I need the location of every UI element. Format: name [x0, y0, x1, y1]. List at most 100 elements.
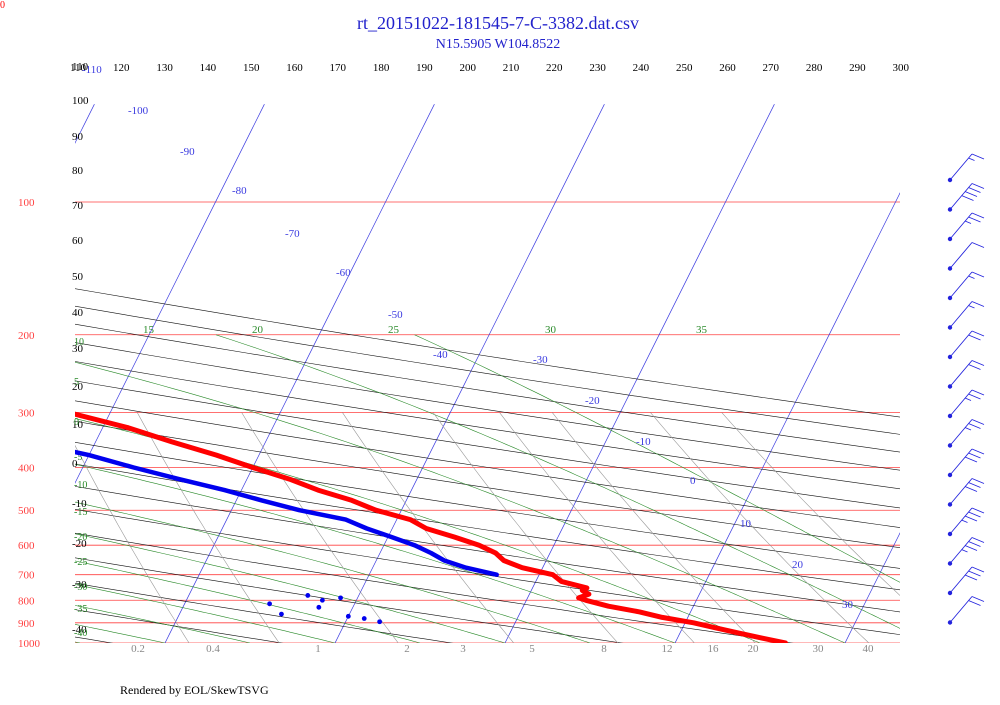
- height-tick-label: 40: [72, 307, 84, 319]
- height-tick-label: -20: [72, 538, 87, 550]
- dry-adiabat: [75, 305, 900, 435]
- height-tick-label: 100: [72, 95, 89, 107]
- dewpoint-point: [316, 604, 322, 610]
- wind-barb-staff: [949, 596, 973, 623]
- wind-barb-staff: [949, 330, 973, 358]
- dry-adiabat: [75, 557, 624, 643]
- moist-adiabat: [75, 605, 251, 643]
- theta-tick-label: 230: [589, 62, 606, 74]
- theta-tick-label: 170: [330, 62, 347, 74]
- moist-tick-label: 35: [696, 324, 708, 336]
- sounding-series: [3, 411, 788, 643]
- isotherm-line: [334, 104, 605, 643]
- wind-barb-flag: [968, 334, 981, 341]
- wind-barb: [947, 153, 985, 183]
- wind-barb-flag: [968, 452, 981, 459]
- wind-barb-flag: [971, 419, 985, 425]
- height-tick-label: 50: [72, 271, 84, 283]
- dry-adiabat: [75, 486, 900, 613]
- mixing-ratio-line: [650, 412, 870, 643]
- isotherm-line: [164, 104, 435, 643]
- dewpoint-point: [319, 597, 325, 603]
- isotherm-line: [75, 104, 265, 484]
- isotherm-tick-label: -60: [336, 267, 351, 279]
- dewpoint-point: [361, 616, 367, 621]
- wind-barb: [947, 566, 985, 596]
- mixing-ratio-label: 2: [404, 643, 410, 655]
- moist-adiabat: [75, 533, 506, 643]
- height-tick-label: 90: [72, 131, 84, 143]
- wind-barb-flag: [968, 482, 981, 488]
- moist-tick-label: 15: [143, 324, 155, 336]
- dry-adiabat: [75, 441, 900, 569]
- moist-side-label: -30: [74, 582, 87, 593]
- mixing-ratio-line: [136, 412, 280, 643]
- moist-tick-label: 20: [252, 324, 264, 336]
- wind-barb-flag: [971, 301, 985, 307]
- moist-tick-label: 30: [545, 324, 557, 336]
- height-tick-label: -40: [72, 624, 87, 636]
- mixing-ratio-label: 5: [529, 643, 535, 655]
- isotherm-tick-label: -10: [636, 436, 651, 448]
- wind-barb-staff: [949, 389, 973, 417]
- isotherm-tick-label: -30: [533, 354, 548, 366]
- wind-barb: [947, 507, 985, 537]
- pressure-tick-label: 800: [18, 595, 35, 607]
- isotherm-tick-label: -90: [180, 146, 195, 158]
- wind-barb-staff: [949, 360, 973, 387]
- theta-tick-label: 250: [676, 62, 693, 74]
- height-tick-label: 60: [72, 235, 84, 247]
- isotherm-line: [504, 104, 775, 643]
- pressure-tick-label: 500: [18, 505, 35, 517]
- wind-barb: [947, 389, 985, 419]
- mixing-ratio-label: 12: [662, 643, 673, 655]
- wind-barb-half: [964, 397, 972, 401]
- moist-adiabat: [75, 418, 761, 643]
- theta-tick-label: 130: [156, 62, 173, 74]
- wind-barb-flag: [971, 242, 985, 248]
- height-tick-label: -30: [72, 579, 87, 591]
- wind-barb-flag: [971, 596, 985, 602]
- wind-barb-staff: [949, 537, 973, 564]
- moist-side-label: -25: [74, 557, 87, 568]
- mixing-ratio-label: 20: [748, 643, 760, 655]
- theta-tick-label: 280: [806, 62, 823, 74]
- pressure-tick-label: 1000: [18, 638, 41, 650]
- moist-side-label: -10: [74, 480, 87, 491]
- wind-barb-flag: [971, 448, 985, 455]
- moist-side-label: 0: [74, 417, 79, 428]
- wind-barb-flag: [968, 364, 981, 370]
- mixing-ratio-label: 8: [601, 643, 607, 655]
- moist-adiabat: [75, 584, 336, 643]
- isotherm-line: [674, 192, 900, 643]
- wind-barb-staff: [949, 183, 973, 210]
- height-tick-label: 80: [72, 165, 84, 177]
- wind-barb-staff: [949, 448, 973, 476]
- theta-tick-label: 300: [892, 62, 909, 74]
- wind-barb-staff: [949, 419, 973, 446]
- mixing-ratio-label: 30: [813, 643, 825, 655]
- wind-barb-half: [968, 275, 975, 279]
- wind-barb: [947, 478, 985, 507]
- dry-adiabat: [75, 420, 900, 549]
- wind-barb-flag: [971, 330, 985, 337]
- moist-tick-label: 25: [388, 324, 400, 336]
- wind-barb-half: [964, 220, 972, 224]
- wind-barb-flag: [971, 478, 985, 484]
- pressure-tick-label: 300: [18, 407, 35, 419]
- wind-barb-flag: [968, 570, 981, 577]
- wind-barb: [947, 360, 985, 389]
- wind-barb-flag: [971, 153, 985, 160]
- moist-adiabat: [75, 463, 676, 643]
- theta-tick-label: 160: [286, 62, 303, 74]
- isotherm-tick-label: -20: [585, 395, 600, 407]
- dewpoint-point: [3, 620, 8, 625]
- wind-barb-flag: [964, 545, 978, 551]
- wind-barb-flag: [968, 216, 981, 223]
- theta-tick-label: 110: [70, 62, 87, 74]
- dry-adiabat: [75, 288, 900, 418]
- moist-adiabat: [75, 361, 846, 643]
- theta-tick-label: 180: [373, 62, 390, 74]
- moist-adiabat: [215, 334, 900, 629]
- height-tick-label: 30: [72, 343, 84, 355]
